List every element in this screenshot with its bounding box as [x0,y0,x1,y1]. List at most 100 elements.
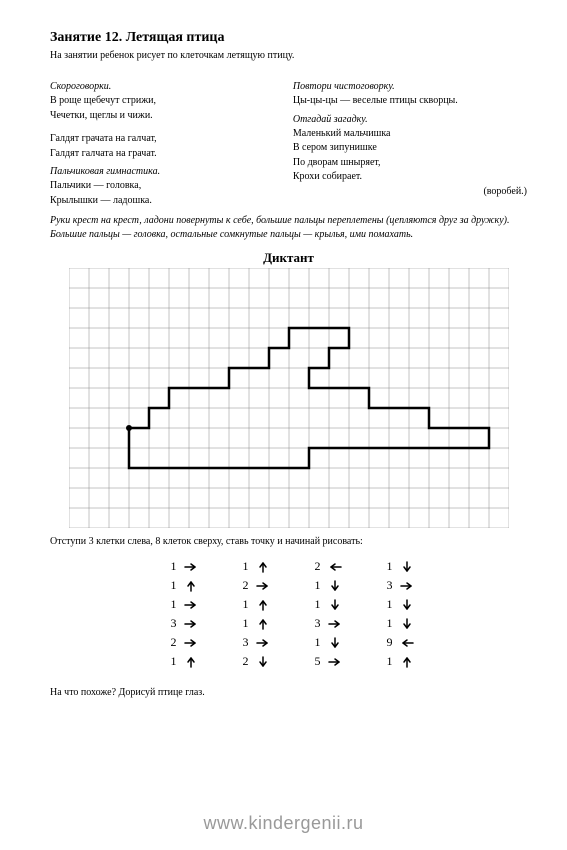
sk-line: Галдят галчата на грачат. [50,147,263,161]
step-number: 2 [163,635,177,650]
step-number: 1 [307,597,321,612]
step-number: 1 [235,559,249,574]
step-row: 3 [379,578,415,593]
footer-question: На что похоже? Дорисуй птице глаз. [50,687,527,698]
step-row: 3 [307,616,343,631]
arrow-right-icon [327,618,343,630]
draw-instruction: Отступи 3 клетки слева, 8 клеток сверху,… [50,536,527,547]
arrow-up-icon [183,656,199,668]
page-subtitle: На занятии ребенок рисует по клеточкам л… [50,50,527,61]
grid-svg [69,268,509,528]
step-number: 1 [235,597,249,612]
arrow-down-icon [255,656,271,668]
step-row: 5 [307,654,343,669]
palchik-head: Пальчиковая гимнастика. [50,166,263,177]
steps-column: 1 2 1 1 3 2 [235,559,271,669]
steps-column: 2 1 1 3 1 5 [307,559,343,669]
step-number: 1 [163,597,177,612]
step-number: 1 [163,559,177,574]
italic-instruction: Руки крест на крест, ладони повернуты к … [50,214,527,242]
step-number: 2 [235,578,249,593]
step-row: 1 [379,616,415,631]
arrow-down-icon [399,599,415,611]
arrow-up-icon [255,561,271,573]
step-number: 1 [379,616,393,631]
step-row: 3 [235,635,271,650]
arrow-down-icon [399,561,415,573]
arrow-down-icon [327,637,343,649]
step-row: 2 [307,559,343,574]
arrow-up-icon [183,580,199,592]
pov-line: Цы-цы-цы — веселые птицы скворцы. [293,94,527,108]
arrow-right-icon [255,580,271,592]
step-number: 1 [235,616,249,631]
step-row: 1 [163,559,199,574]
povtori-head: Повтори чистоговорку. [293,81,527,92]
step-row: 1 [307,597,343,612]
arrow-right-icon [255,637,271,649]
step-number: 2 [307,559,321,574]
step-row: 2 [235,578,271,593]
arrow-right-icon [183,618,199,630]
step-row: 1 [235,559,271,574]
arrow-right-icon [327,656,343,668]
grid-wrapper [50,268,527,528]
step-row: 9 [379,635,415,650]
steps-column: 1 1 1 3 2 1 [163,559,199,669]
arrow-down-icon [327,599,343,611]
arrow-up-icon [399,656,415,668]
step-row: 2 [163,635,199,650]
step-number: 1 [163,654,177,669]
otgadai-body: Маленький мальчишка В сером зипунишке По… [293,127,527,184]
arrow-right-icon [399,580,415,592]
two-column-block: Скороговорки. В роще щебечут стрижи, Чеч… [50,75,527,208]
arrow-down-icon [327,580,343,592]
step-number: 1 [307,635,321,650]
palchik-body: Пальчики — головка, Крылышки — ладошка. [50,179,263,207]
pal-line: Пальчики — головка, [50,179,263,193]
step-number: 3 [307,616,321,631]
sk-line: В роще щебечут стрижи, [50,94,263,108]
column-left: Скороговорки. В роще щебечут стрижи, Чеч… [50,75,263,208]
otgadai-head: Отгадай загадку. [293,114,527,125]
step-number: 1 [379,654,393,669]
step-number: 3 [163,616,177,631]
step-row: 1 [379,597,415,612]
step-row: 1 [235,597,271,612]
arrow-left-icon [327,561,343,573]
step-row: 3 [163,616,199,631]
arrow-left-icon [399,637,415,649]
otg-line: По дворам шныряет, [293,156,527,170]
page-title: Занятие 12. Летящая птица [50,30,527,46]
riddle-answer: (воробей.) [293,186,527,197]
sk-line: Чечетки, щеглы и чижи. [50,109,263,123]
arrow-up-icon [255,618,271,630]
otg-line: Маленький мальчишка [293,127,527,141]
step-number: 5 [307,654,321,669]
step-number: 3 [379,578,393,593]
skorogovorki-head: Скороговорки. [50,81,263,92]
step-row: 1 [307,578,343,593]
povtori-body: Цы-цы-цы — веселые птицы скворцы. [293,94,527,108]
step-row: 2 [235,654,271,669]
skorogovorki-body: В роще щебечут стрижи, Чечетки, щеглы и … [50,94,263,122]
pal-line: Крылышки — ладошка. [50,194,263,208]
step-row: 1 [163,578,199,593]
arrow-right-icon [183,637,199,649]
step-number: 9 [379,635,393,650]
step-number: 3 [235,635,249,650]
otg-line: В сером зипунишке [293,141,527,155]
steps-column: 1 3 1 1 9 1 [379,559,415,669]
column-right: Повтори чистоговорку. Цы-цы-цы — веселые… [293,75,527,208]
step-number: 1 [379,597,393,612]
step-row: 1 [379,654,415,669]
otg-line: Крохи собирает. [293,170,527,184]
sk-line: Галдят грачата на галчат, [50,132,263,146]
step-number: 1 [379,559,393,574]
arrow-right-icon [183,561,199,573]
step-number: 1 [307,578,321,593]
steps-table: 1 1 1 3 2 1 1 2 1 1 3 2 2 1 1 3 1 5 1 3 1 1 9 1 [50,559,527,669]
diktant-title: Диктант [50,250,527,266]
step-row: 1 [379,559,415,574]
arrow-right-icon [183,599,199,611]
